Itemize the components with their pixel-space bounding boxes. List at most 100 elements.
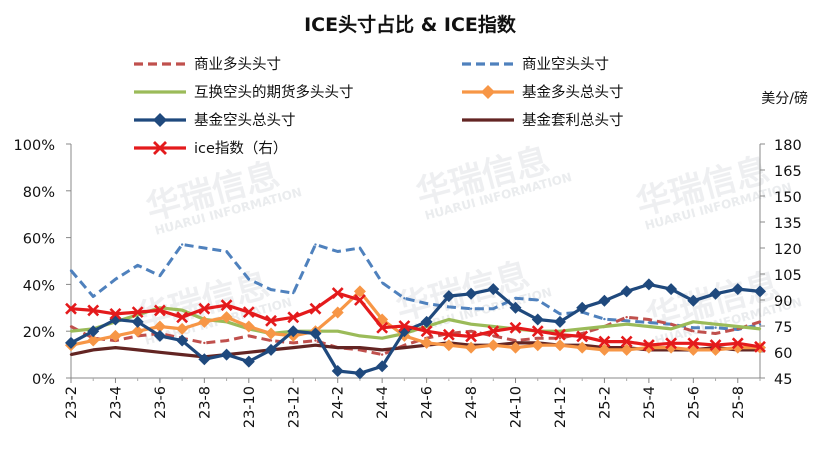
data-point xyxy=(92,348,95,352)
data-point xyxy=(487,325,500,338)
data-point xyxy=(225,250,228,253)
data-point xyxy=(220,299,233,312)
data-point xyxy=(709,339,722,351)
data-point xyxy=(403,297,406,300)
data-point xyxy=(758,320,762,324)
data-point xyxy=(269,288,273,291)
data-point xyxy=(380,281,384,284)
data-point xyxy=(176,334,189,347)
legend-marker xyxy=(153,113,167,127)
x-tick-label: 23-12 xyxy=(286,386,302,428)
data-point xyxy=(442,339,455,352)
data-point xyxy=(376,360,389,373)
data-point xyxy=(714,326,717,329)
data-point xyxy=(380,353,384,356)
data-point xyxy=(180,308,184,312)
data-point xyxy=(69,269,73,272)
data-point xyxy=(536,298,539,302)
series-line xyxy=(69,243,761,331)
legend-label: 商业多头头寸 xyxy=(194,56,281,73)
data-point xyxy=(420,325,433,338)
right-tick-label: 90 xyxy=(774,294,792,310)
left-tick-label: 20% xyxy=(23,325,55,341)
data-point xyxy=(731,283,744,296)
data-point xyxy=(309,327,322,340)
data-point xyxy=(598,343,611,356)
data-point xyxy=(509,341,522,354)
data-point xyxy=(309,302,322,315)
legend-item-ice-index: ice指数（右） xyxy=(134,140,287,157)
data-point xyxy=(403,344,406,347)
x-tick-label: 25-6 xyxy=(686,386,702,419)
x-tick-label: 24-12 xyxy=(553,386,569,428)
right-tick-label: 45 xyxy=(774,372,792,388)
data-point xyxy=(620,335,633,348)
data-point xyxy=(469,330,473,333)
data-point xyxy=(69,325,73,328)
data-point xyxy=(269,339,273,342)
x-tick-label: 24-4 xyxy=(375,386,391,419)
data-point xyxy=(265,343,278,356)
series-ice-index xyxy=(65,287,766,353)
data-point xyxy=(509,301,522,314)
data-point xyxy=(714,322,717,326)
data-point xyxy=(731,337,744,350)
data-point xyxy=(265,327,278,340)
data-point xyxy=(465,341,478,354)
x-tick-label: 23-8 xyxy=(197,386,213,419)
data-point xyxy=(669,322,673,326)
data-point xyxy=(292,341,295,345)
x-tick-label: 23-10 xyxy=(242,386,258,428)
data-point xyxy=(87,325,100,338)
data-point xyxy=(92,295,95,298)
series-line xyxy=(70,291,761,349)
data-point xyxy=(331,306,344,319)
data-point xyxy=(625,315,628,319)
data-point xyxy=(758,327,762,331)
data-point xyxy=(692,326,695,329)
data-point xyxy=(531,339,544,352)
data-point xyxy=(265,314,277,327)
series-fund-short xyxy=(65,278,766,380)
left-tick-label: 40% xyxy=(23,278,55,294)
data-point xyxy=(620,285,633,298)
legend-item-fund-long: 基金多头总头寸 xyxy=(462,84,624,101)
data-point xyxy=(714,332,717,335)
data-point xyxy=(198,353,211,366)
legend-marker xyxy=(153,141,167,155)
data-point xyxy=(69,353,73,356)
chart-title: ICE头寸占比 & ICE指数 xyxy=(304,13,517,36)
data-point xyxy=(514,339,517,342)
data-point xyxy=(603,325,606,328)
data-point xyxy=(447,318,451,321)
data-point xyxy=(620,343,633,356)
data-point xyxy=(754,285,766,298)
legend-item-fund-arbitrage: 基金套利总头寸 xyxy=(462,112,624,129)
data-point xyxy=(153,320,166,333)
data-point xyxy=(687,294,700,307)
data-point xyxy=(465,330,477,343)
data-point xyxy=(109,307,122,320)
data-point xyxy=(153,304,166,317)
data-point xyxy=(353,285,366,298)
x-tick-label: 23-4 xyxy=(108,386,124,419)
data-point xyxy=(358,346,362,349)
data-point xyxy=(131,306,144,319)
data-point xyxy=(198,315,211,328)
x-tick-label: 23-6 xyxy=(153,386,169,419)
data-point xyxy=(314,344,317,347)
data-point xyxy=(420,315,433,328)
axes: 0% 20% 40% 60% 80% 100% 45 60 75 90 105 120 135 150 16… xyxy=(14,138,802,428)
data-point xyxy=(758,323,762,326)
data-point xyxy=(754,340,766,353)
data-point xyxy=(576,301,589,314)
legend-label: 商业空头头寸 xyxy=(522,56,609,73)
data-point xyxy=(136,348,139,352)
data-point xyxy=(314,339,317,342)
data-point xyxy=(242,320,255,333)
data-point xyxy=(336,250,339,253)
data-point xyxy=(692,320,695,324)
data-point xyxy=(225,339,228,342)
